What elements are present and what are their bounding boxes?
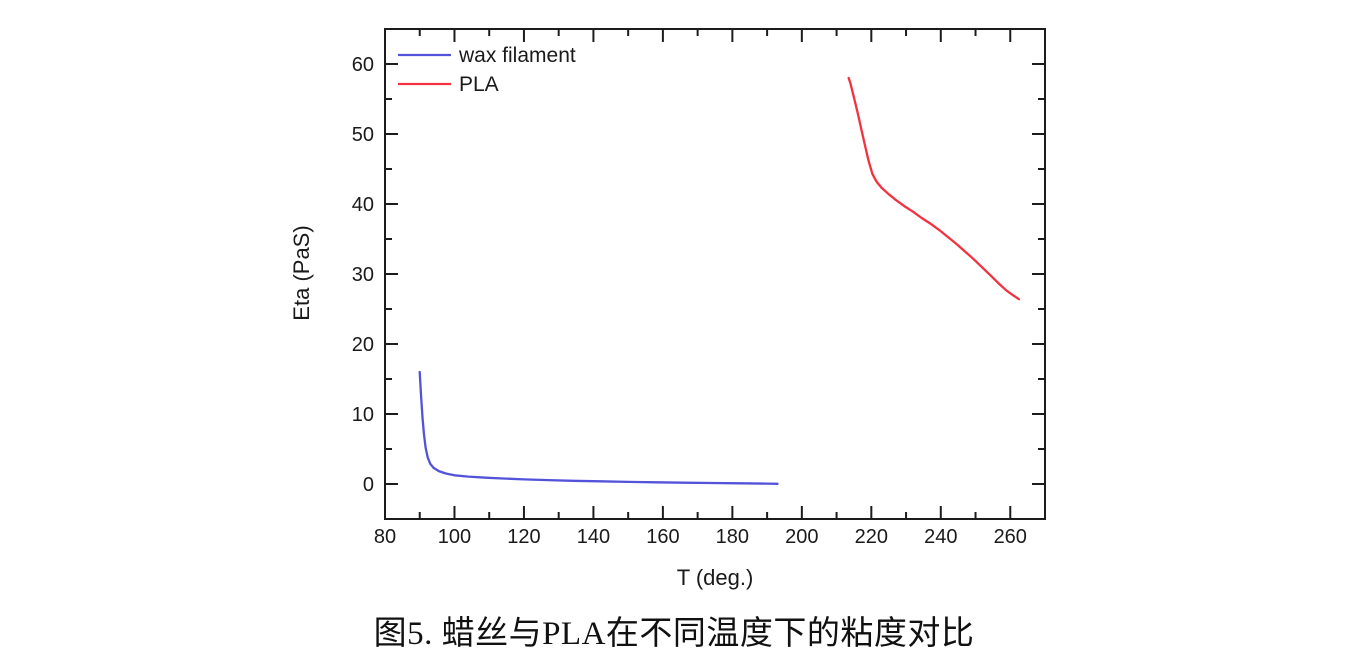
x-tick-label: 220 — [855, 526, 888, 548]
x-tick-label: 180 — [716, 526, 749, 548]
x-tick-label: 240 — [924, 526, 957, 548]
plot-border — [384, 28, 1046, 520]
y-tick-label: 50 — [352, 124, 374, 146]
legend-label-pla: PLA — [459, 73, 499, 96]
y-tick-label: 0 — [363, 474, 374, 496]
plot-frame — [384, 28, 1046, 520]
curve-pla — [847, 76, 1021, 301]
x-tick-label: 260 — [994, 526, 1027, 548]
x-tick-label: 160 — [646, 526, 679, 548]
y-tick-label: 40 — [352, 194, 374, 216]
x-axis-title: T (deg.) — [677, 565, 754, 590]
y-tick-label: 20 — [352, 334, 374, 356]
x-tick-label: 120 — [507, 526, 540, 548]
axis-tick-labels: 80 100 120 140 160 180 200 220 240 260 0 10 20 30 40 50… — [352, 54, 1027, 548]
y-tick-label: 60 — [352, 54, 374, 76]
legend-label-wax-filament: wax filament — [458, 44, 576, 67]
x-tick-label: 200 — [785, 526, 818, 548]
x-tick-label: 80 — [374, 526, 396, 548]
x-tick-label: 100 — [438, 526, 471, 548]
x-tick-label: 140 — [577, 526, 610, 548]
y-tick-label: 10 — [352, 404, 374, 426]
y-tick-label: 30 — [352, 264, 374, 286]
axis-ticks — [384, 29, 1045, 519]
y-axis-title: Eta (PaS) — [289, 225, 314, 320]
data-curves — [418, 76, 1021, 485]
legend: wax filament PLA — [398, 44, 576, 96]
figure-caption: 图5. 蜡丝与PLA在不同温度下的粘度对比 — [373, 616, 975, 652]
curve-wax-filament — [418, 370, 779, 485]
